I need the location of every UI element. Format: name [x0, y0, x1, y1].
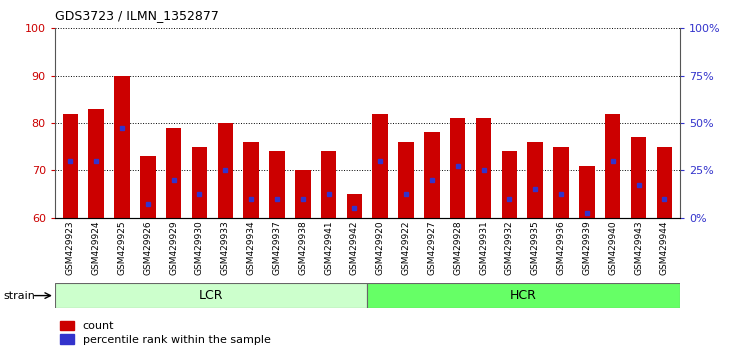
Bar — [605, 114, 621, 218]
Bar — [528, 142, 543, 218]
Bar — [166, 128, 181, 218]
Text: GDS3723 / ILMN_1352877: GDS3723 / ILMN_1352877 — [55, 9, 219, 22]
Bar — [321, 152, 336, 218]
Bar — [114, 76, 129, 218]
Bar — [631, 137, 646, 218]
Text: HCR: HCR — [510, 289, 537, 302]
Bar — [476, 118, 491, 218]
Bar — [346, 194, 362, 218]
Bar — [579, 166, 594, 218]
Bar — [243, 142, 259, 218]
Bar — [656, 147, 672, 218]
Bar — [218, 123, 233, 218]
Bar — [269, 152, 284, 218]
Bar — [192, 147, 207, 218]
Bar — [501, 152, 517, 218]
Text: strain: strain — [4, 291, 36, 301]
Legend: count, percentile rank within the sample: count, percentile rank within the sample — [61, 321, 270, 345]
Bar — [140, 156, 156, 218]
Bar — [367, 283, 680, 308]
Bar — [373, 114, 388, 218]
Bar — [55, 283, 367, 308]
Bar — [450, 118, 466, 218]
Bar — [295, 170, 311, 218]
Bar — [398, 142, 414, 218]
Bar — [553, 147, 569, 218]
Text: LCR: LCR — [199, 289, 224, 302]
Bar — [424, 132, 439, 218]
Bar — [63, 114, 78, 218]
Bar — [88, 109, 104, 218]
